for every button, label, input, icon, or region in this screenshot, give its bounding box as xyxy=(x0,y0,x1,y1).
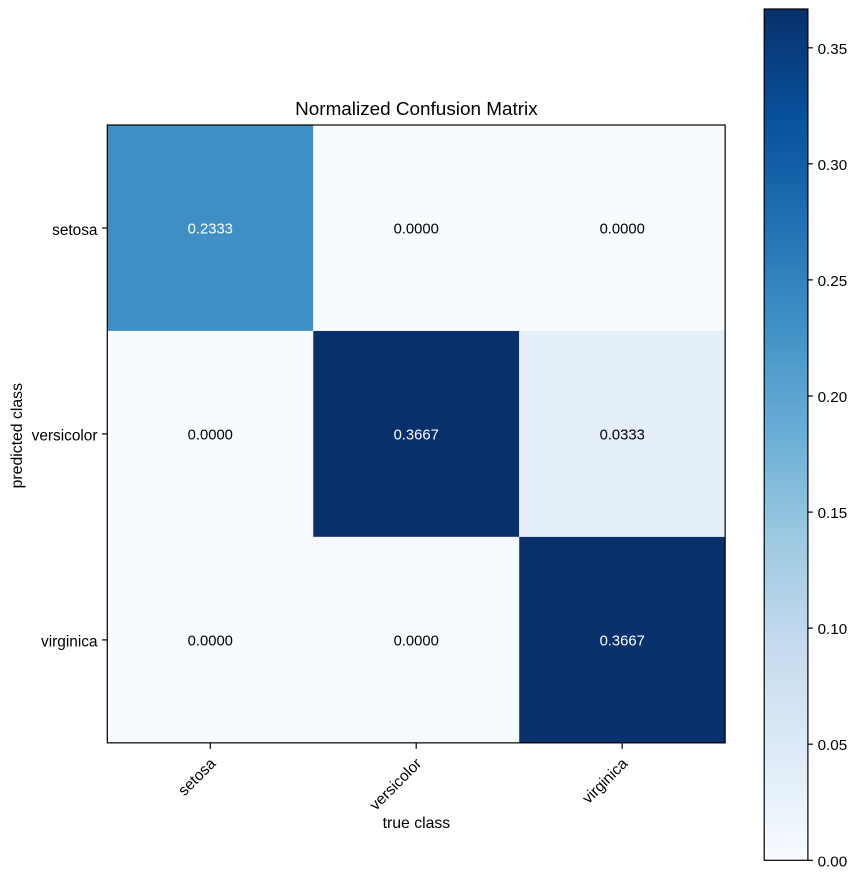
svg-text:versicolor: versicolor xyxy=(32,428,98,445)
svg-text:0.20: 0.20 xyxy=(818,389,848,406)
svg-text:0.3667: 0.3667 xyxy=(600,634,645,650)
svg-text:Normalized Confusion Matrix: Normalized Confusion Matrix xyxy=(295,99,538,120)
svg-text:0.0000: 0.0000 xyxy=(394,634,439,650)
svg-text:0.2333: 0.2333 xyxy=(188,222,233,238)
svg-text:0.15: 0.15 xyxy=(818,505,848,522)
svg-text:0.35: 0.35 xyxy=(818,41,848,58)
svg-text:0.0000: 0.0000 xyxy=(188,428,233,444)
svg-text:predicted class: predicted class xyxy=(9,383,26,488)
svg-text:true class: true class xyxy=(383,815,451,832)
svg-text:0.0000: 0.0000 xyxy=(188,634,233,650)
svg-text:0.30: 0.30 xyxy=(818,157,848,174)
svg-text:0.3667: 0.3667 xyxy=(394,428,439,444)
svg-text:virginica: virginica xyxy=(41,634,98,651)
svg-text:0.05: 0.05 xyxy=(818,737,848,754)
svg-text:setosa: setosa xyxy=(52,222,98,239)
svg-text:0.25: 0.25 xyxy=(818,273,848,290)
svg-text:0.0000: 0.0000 xyxy=(600,222,645,238)
svg-text:0.0333: 0.0333 xyxy=(600,428,645,444)
svg-text:0.10: 0.10 xyxy=(818,621,848,638)
svg-text:0.0000: 0.0000 xyxy=(394,222,439,238)
svg-text:0.00: 0.00 xyxy=(818,853,848,870)
